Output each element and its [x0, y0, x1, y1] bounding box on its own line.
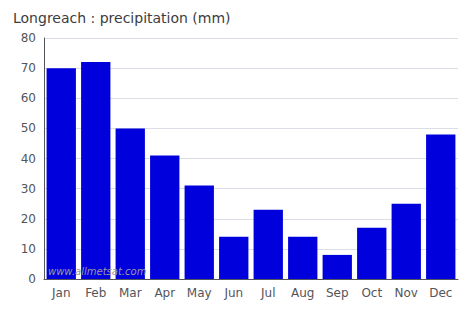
svg-text:May: May — [187, 286, 212, 300]
svg-text:Feb: Feb — [85, 286, 106, 300]
svg-text:50: 50 — [21, 121, 36, 135]
svg-text:70: 70 — [21, 61, 36, 75]
svg-text:Aug: Aug — [291, 286, 314, 300]
svg-text:0: 0 — [28, 272, 36, 286]
svg-text:Jan: Jan — [51, 286, 71, 300]
svg-text:Oct: Oct — [361, 286, 382, 300]
svg-text:Apr: Apr — [154, 286, 175, 300]
svg-text:10: 10 — [21, 242, 36, 256]
svg-text:Longreach : precipitation (mm): Longreach : precipitation (mm) — [13, 10, 231, 26]
svg-text:Dec: Dec — [429, 286, 452, 300]
svg-text:Mar: Mar — [119, 286, 142, 300]
svg-text:Jun: Jun — [223, 286, 243, 300]
svg-text:40: 40 — [21, 152, 36, 166]
svg-text:Jul: Jul — [260, 286, 275, 300]
svg-text:www.allmetsat.com: www.allmetsat.com — [48, 266, 147, 277]
svg-text:60: 60 — [21, 91, 36, 105]
svg-text:Sep: Sep — [326, 286, 349, 300]
svg-text:30: 30 — [21, 182, 36, 196]
svg-text:20: 20 — [21, 212, 36, 226]
svg-text:Nov: Nov — [395, 286, 418, 300]
svg-text:80: 80 — [21, 31, 36, 45]
